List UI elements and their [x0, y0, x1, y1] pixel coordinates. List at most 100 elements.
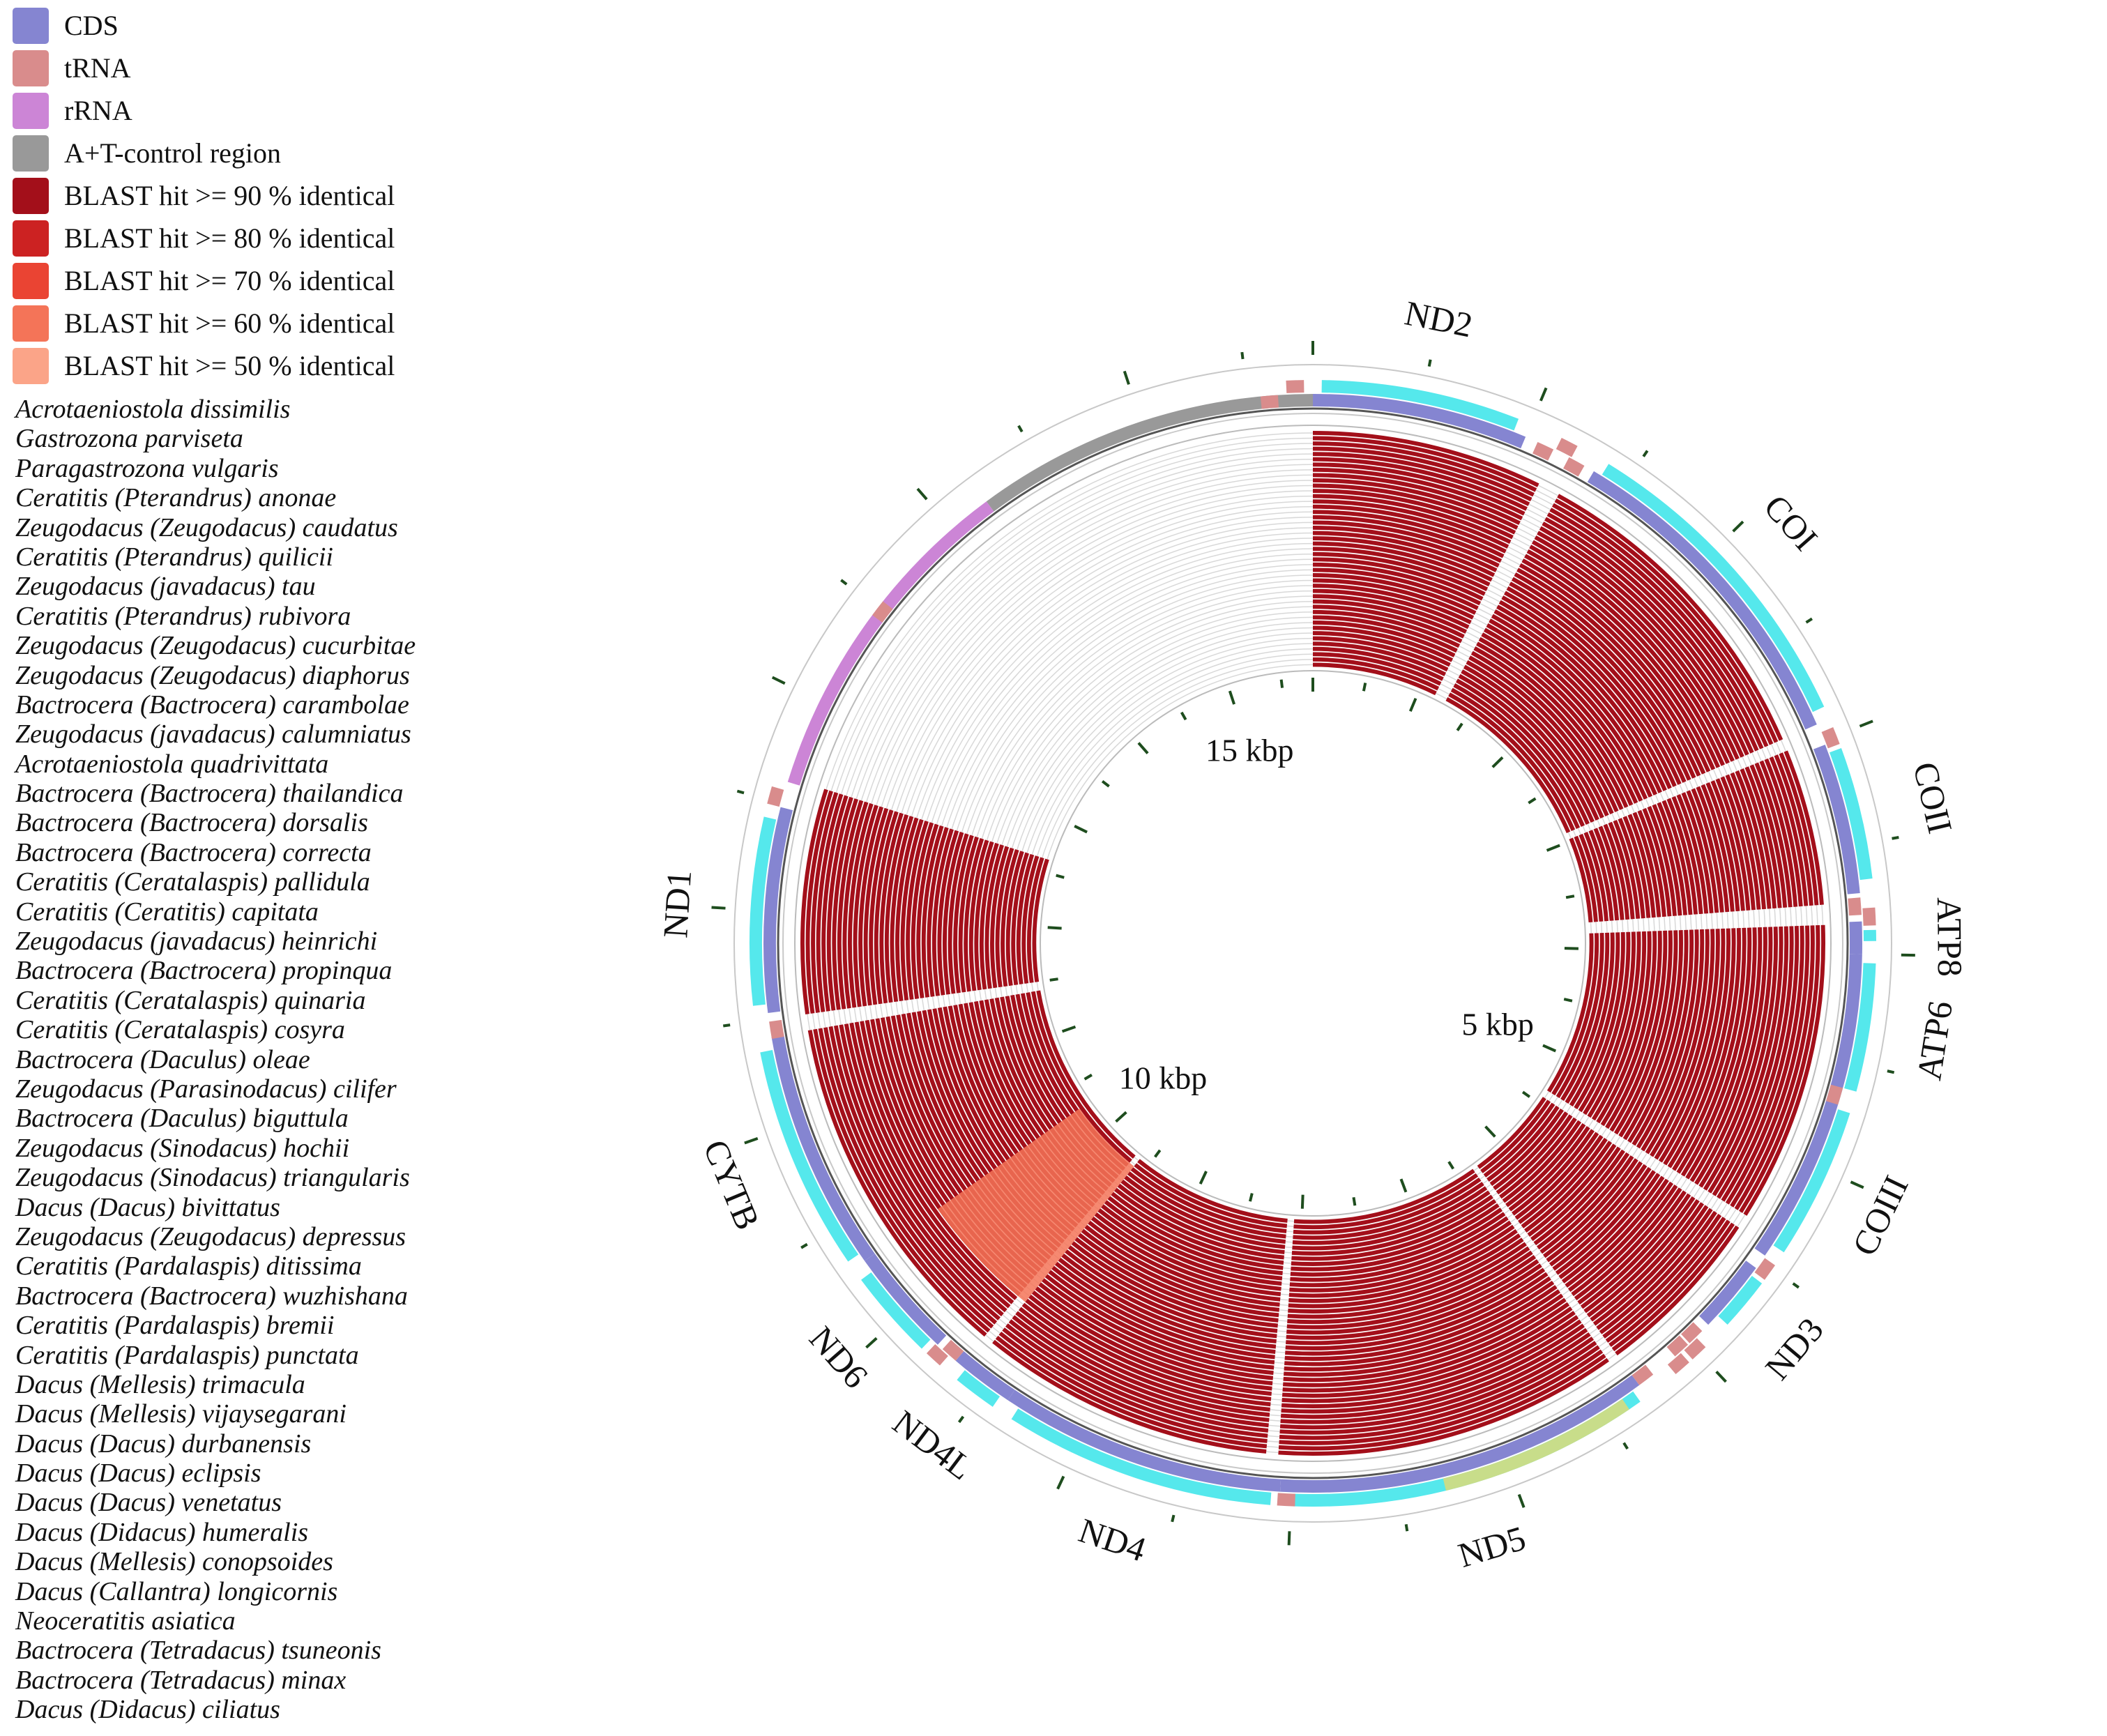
legend-swatch	[13, 347, 49, 384]
species-name: Dacus (Didacus) ciliatus	[15, 1695, 280, 1725]
species-name: Paragastrozona vulgaris	[15, 453, 279, 483]
blast-hit	[1288, 1238, 1524, 1309]
species-name: Dacus (Mellesis) conopsoides	[15, 1547, 333, 1577]
blast-hit	[1521, 1137, 1608, 1228]
blast-hit	[842, 801, 869, 1009]
species-name: Bactrocera (Tetradacus) tsuneonis	[15, 1636, 381, 1666]
legend-item: BLAST hit >= 50 % identical	[13, 344, 542, 387]
blast-hit	[1583, 1196, 1696, 1314]
legend-swatch	[13, 220, 49, 257]
rrna-feature	[787, 501, 994, 786]
outer-tick	[1887, 1069, 1895, 1074]
blast-hit	[1477, 1097, 1546, 1169]
orf-feature	[1718, 1275, 1763, 1325]
blast-hit	[1613, 930, 1673, 1135]
blast-hit	[1533, 1149, 1625, 1246]
blast-hit	[1555, 933, 1604, 1099]
blast-hit	[1658, 928, 1726, 1163]
legend-swatch	[13, 305, 49, 342]
blast-hit	[1285, 1272, 1549, 1350]
blast-hit	[1496, 1114, 1573, 1195]
species-name: Bactrocera (Bactrocera) wuzhishana	[15, 1281, 408, 1311]
blast-hit	[1565, 932, 1615, 1104]
outer-tick	[722, 1023, 731, 1028]
blast-hit	[863, 807, 889, 1006]
blast-hit	[1502, 1120, 1582, 1203]
blast-hit	[1539, 1155, 1634, 1254]
blast-hit	[1281, 1323, 1585, 1414]
outer-tick	[744, 1136, 759, 1145]
blast-hit	[1561, 1175, 1665, 1284]
blast-hit	[911, 822, 934, 999]
blast-hit	[1603, 823, 1630, 920]
blast-hit	[869, 809, 894, 1005]
blast-hit	[1560, 932, 1610, 1102]
blast-hit	[1313, 636, 1449, 672]
outer-tick	[1859, 719, 1873, 728]
blast-hit	[1599, 1210, 1717, 1334]
blast-hit	[1672, 928, 1742, 1171]
blast-hit	[906, 820, 929, 1000]
blast-hit	[879, 812, 904, 1004]
species-name: Dacus (Callantra) longicornis	[15, 1576, 338, 1606]
blast-hit	[837, 800, 864, 1010]
blast-hit	[1313, 646, 1444, 681]
legend-item: BLAST hit >= 70 % identical	[13, 259, 542, 302]
legend-item: BLAST hit >= 90 % identical	[13, 174, 542, 217]
blast-hit	[1689, 927, 1763, 1182]
blast-hit	[1764, 758, 1803, 907]
blast-hit	[1676, 794, 1709, 914]
blast-hit-low-identity	[937, 1109, 1134, 1302]
blast-hit	[1596, 1208, 1713, 1330]
blast-hit	[1657, 802, 1688, 915]
inner-tick	[1101, 779, 1110, 788]
cds-feature	[1754, 1097, 1840, 1256]
blast-hit	[943, 831, 964, 995]
blast-hit	[1282, 1302, 1570, 1387]
species-name: Ceratitis (Pterandrus) rubivora	[15, 601, 351, 631]
blast-hit	[1280, 1332, 1591, 1424]
species-name: Bactrocera (Bactrocera) correcta	[15, 837, 372, 867]
blast-hit	[927, 827, 949, 997]
blast-hit	[1654, 929, 1720, 1160]
inner-tick	[1137, 742, 1149, 754]
trna-feature	[1667, 1353, 1689, 1375]
outer-tick	[1642, 450, 1649, 457]
inner-tick	[1249, 1193, 1254, 1202]
cds-feature	[955, 1351, 1015, 1401]
inner-tick	[1484, 1125, 1496, 1138]
blast-hit	[1530, 1146, 1621, 1242]
legend-item: rRNA	[13, 89, 542, 132]
blast-hit	[1587, 931, 1641, 1118]
blast-hit	[1696, 786, 1730, 913]
legend-label: BLAST hit >= 80 % identical	[64, 222, 395, 254]
blast-hit	[1717, 926, 1794, 1199]
outer-tick	[1715, 1370, 1727, 1383]
outer-tick	[1792, 1282, 1800, 1289]
blast-hit	[1574, 835, 1598, 922]
blast-hit	[1598, 825, 1625, 920]
blast-hit	[1551, 933, 1599, 1096]
inner-tick	[1180, 711, 1187, 721]
blast-hit	[1293, 1177, 1482, 1235]
blast-hit	[1558, 1173, 1661, 1279]
species-name: Dacus (Dacus) bivittatus	[15, 1192, 280, 1222]
blast-hit	[1739, 924, 1820, 1213]
blast-hit	[1279, 1345, 1600, 1440]
species-name: Acrotaeniostola quadrivittata	[15, 749, 329, 779]
outer-tick	[1805, 617, 1813, 624]
legend-item: BLAST hit >= 60 % identical	[13, 302, 542, 344]
blast-hit	[1645, 929, 1710, 1155]
species-name: Bactrocera (Daculus) biguttula	[15, 1104, 349, 1134]
blast-hit	[1293, 1182, 1484, 1240]
species-name: Ceratitis (Ceratitis) capitata	[15, 897, 319, 927]
orf-feature	[1773, 1109, 1850, 1253]
inner-tick	[1352, 1197, 1357, 1206]
blast-hit	[984, 844, 1004, 989]
blast-hit	[1666, 798, 1698, 915]
inner-tick	[1279, 679, 1284, 688]
blast-hit	[1032, 858, 1049, 982]
trna-feature	[1555, 438, 1578, 457]
blast-hit	[1313, 641, 1447, 676]
blast-hit	[1283, 1297, 1567, 1383]
